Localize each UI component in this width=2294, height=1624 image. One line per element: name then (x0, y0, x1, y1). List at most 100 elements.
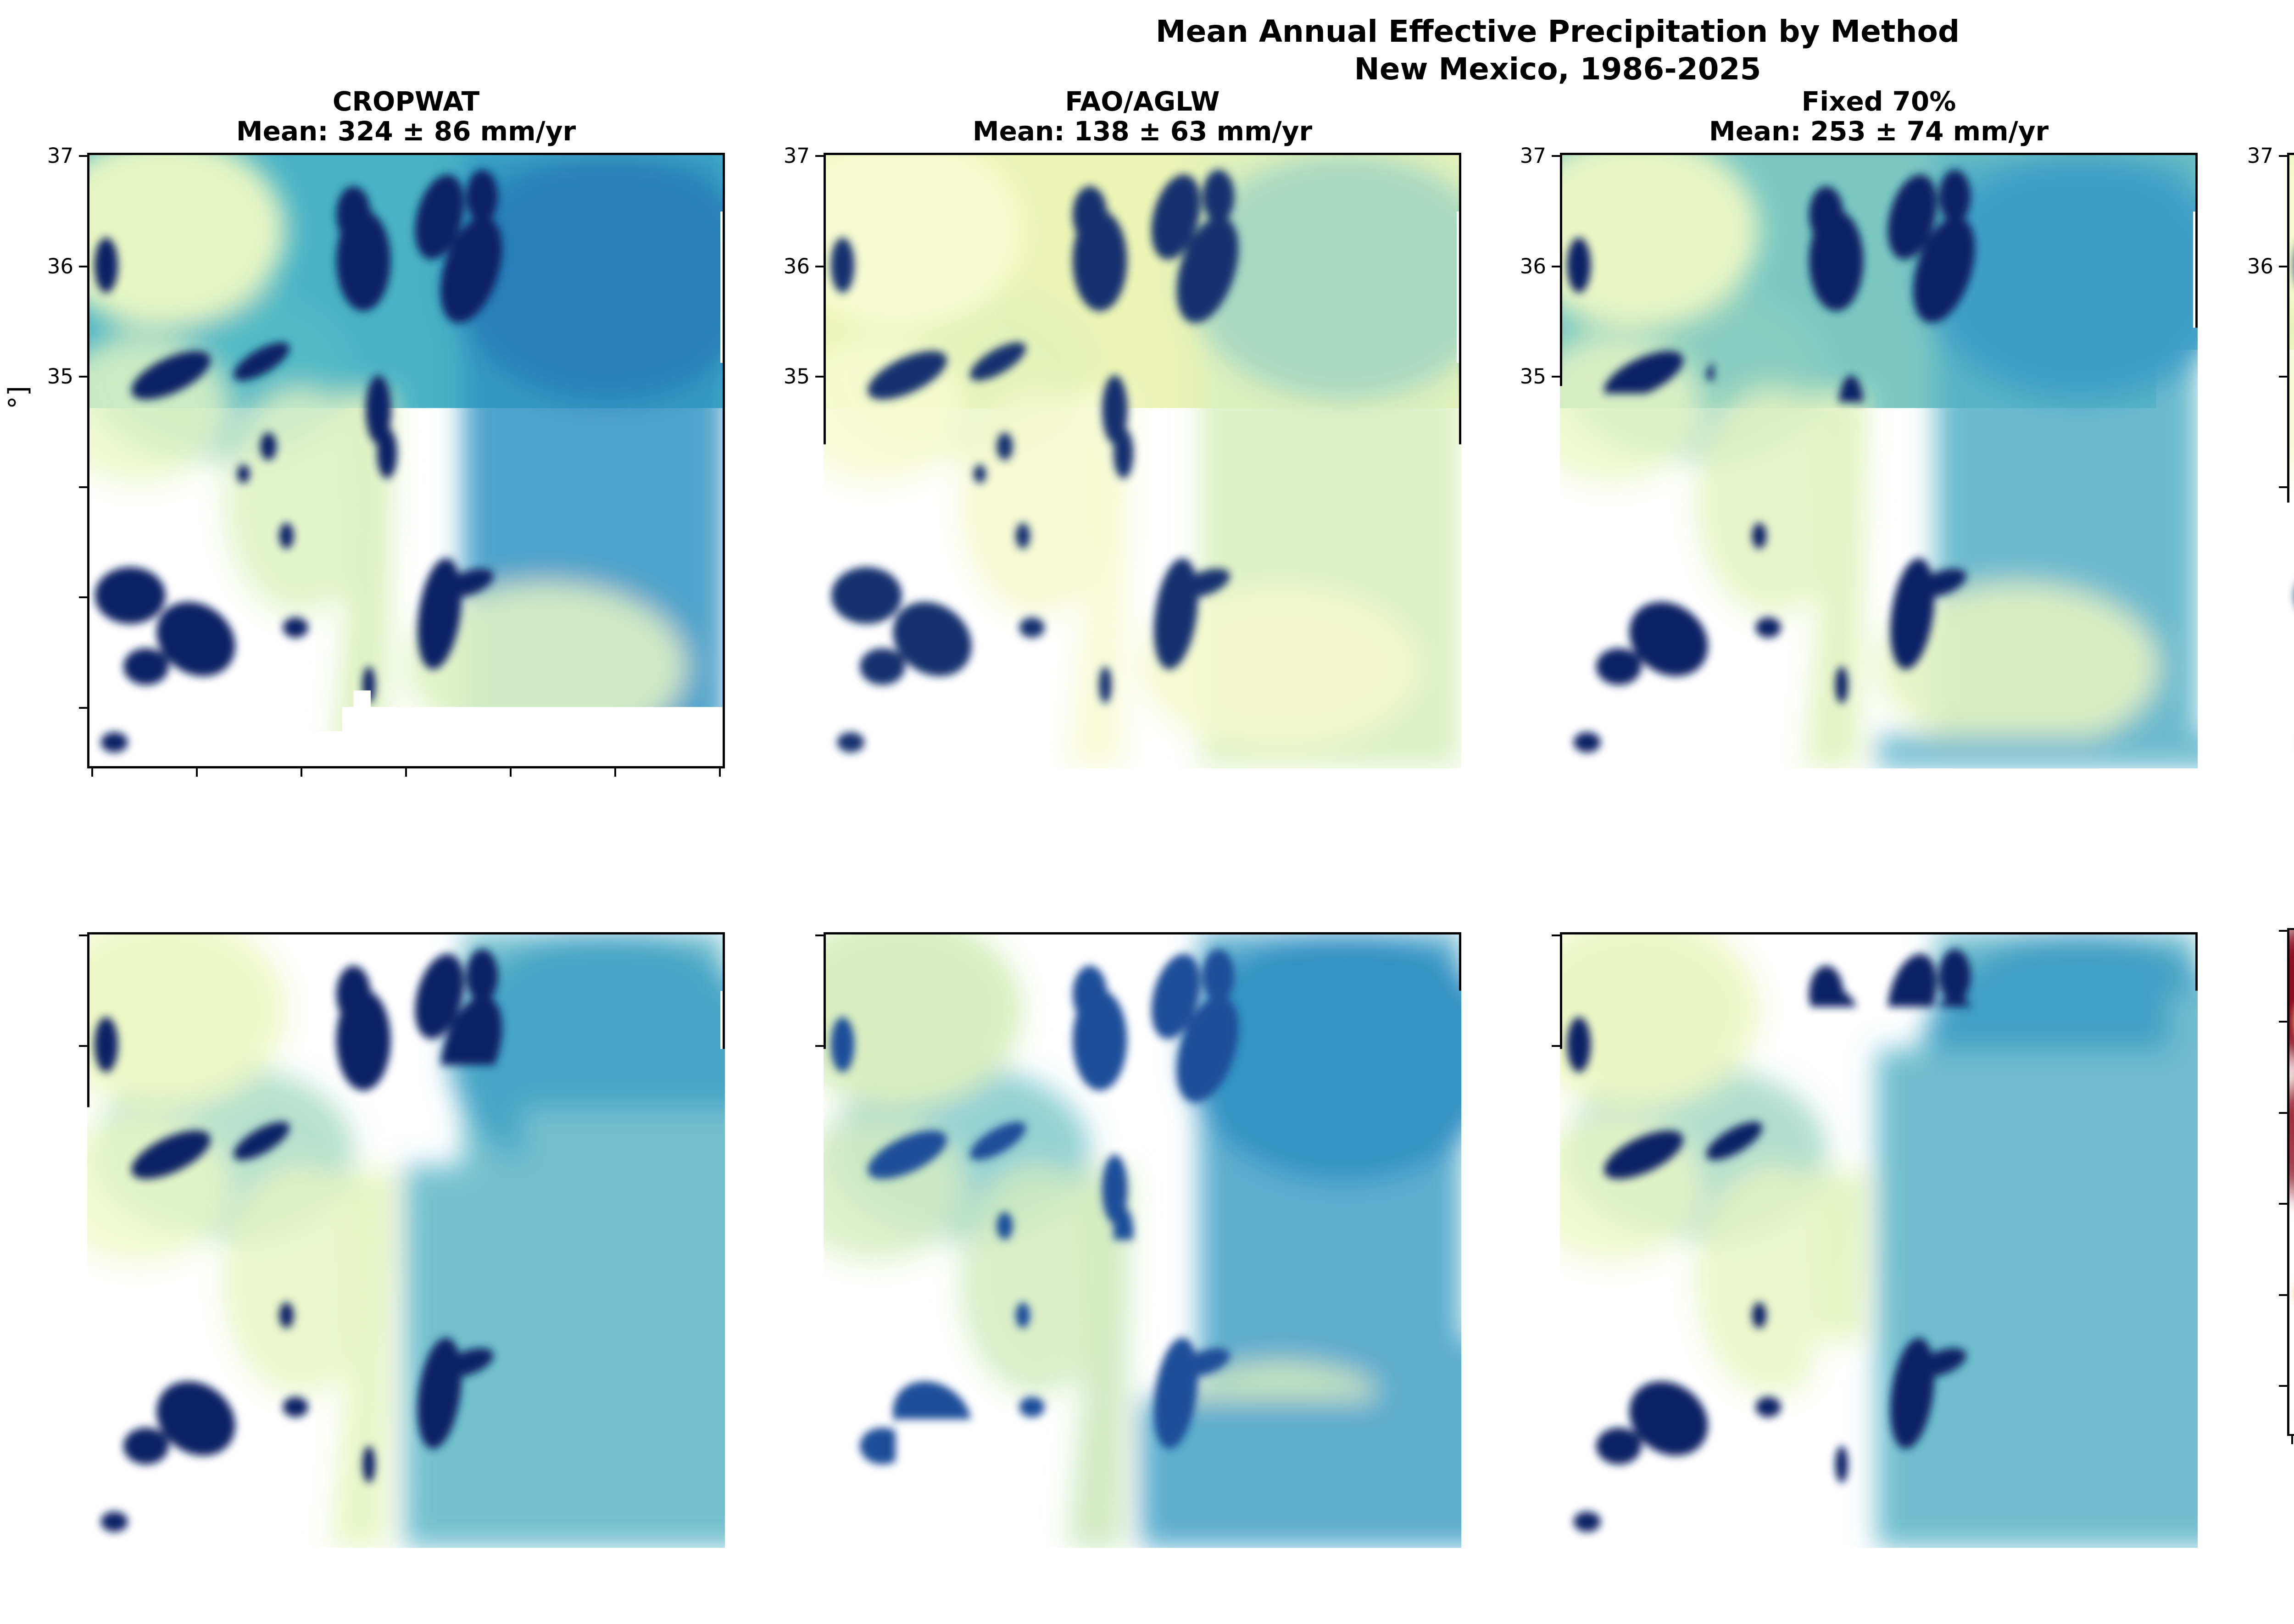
y-tick-mark (2279, 930, 2287, 932)
y-tick-label: 36 (2247, 256, 2273, 278)
y-tick-mark (79, 1486, 87, 1488)
y-tick-mark (79, 155, 87, 157)
x-tick-mark (301, 1548, 302, 1556)
y-tick-label: 34 (47, 476, 73, 498)
y-tick-mark (2279, 1385, 2287, 1387)
x-tick-mark (405, 1548, 407, 1556)
y-tick-mark (2279, 486, 2287, 488)
x-tick-mark (1564, 768, 1566, 777)
y-tick-label: 35 (47, 366, 73, 388)
x-tick-mark (719, 1548, 721, 1556)
x-tick-label: −104 (2060, 1561, 2116, 1583)
x-tick-label: −108 (1641, 1561, 1698, 1583)
x-tick-mark (405, 768, 407, 777)
y-tick-mark (1552, 596, 1560, 598)
x-tick-label: −104 (587, 1561, 644, 1583)
x-tick-mark (1037, 768, 1039, 777)
x-tick-mark (614, 1548, 616, 1556)
x-tick-mark (614, 768, 616, 777)
y-tick-label: 33 (2247, 586, 2273, 608)
x-tick-mark (1455, 768, 1457, 777)
figure-canvas: Mean Annual Effective Precipitation by M… (0, 0, 2294, 1624)
y-tick-label: 33 (784, 1366, 810, 1388)
y-tick-label: 35 (1520, 1145, 1546, 1167)
y-tick-mark (1552, 934, 1560, 936)
y-tick-label: 34 (47, 1256, 73, 1278)
x-tick-mark (1669, 768, 1670, 777)
y-tick-label: 37 (784, 145, 810, 167)
x-tick-label: −103 (691, 1561, 748, 1583)
panel-title-block: FAO/AGLW Mean: 138 ± 63 mm/yr (973, 87, 1312, 146)
x-tick-mark (196, 1548, 198, 1556)
y-tick-label: 36 (784, 256, 810, 278)
panel-title-block: CROPWAT Mean: 324 ± 86 mm/yr (236, 87, 576, 146)
y-tick-label: 36 (47, 256, 73, 278)
panel-title: FarmWest (236, 866, 576, 896)
y-tick-label: 33 (47, 586, 73, 608)
x-tick-mark (2087, 768, 2089, 777)
x-tick-label: −106 (1114, 1561, 1171, 1583)
y-tick-mark (79, 1266, 87, 1268)
y-tick-mark (1552, 1266, 1560, 1268)
new-mexico-map-cv (2287, 928, 2294, 1436)
x-tick-label: −106 (1114, 781, 1171, 803)
panel-subtitle: Mean: 253 ± 74 mm/yr (1709, 117, 2049, 146)
x-tick-label: −105 (482, 781, 539, 803)
x-tick-label: −109 (64, 1561, 121, 1583)
panel-subtitle: Mean: 233 ± 77 mm/yr (236, 896, 576, 926)
panel-subtitle: Mean: 226 ± 71 mm/yr (1709, 896, 2049, 926)
x-tick-label: −104 (1323, 781, 1380, 803)
x-tick-label: −108 (168, 781, 225, 803)
x-axis-label: Longitude [°] (320, 812, 492, 843)
x-axis-label: Longitude [°] (1057, 1592, 1229, 1622)
y-tick-label: 37 (784, 924, 810, 946)
y-tick-label: 37 (2247, 920, 2273, 942)
y-tick-mark (815, 707, 824, 709)
x-tick-mark (1246, 768, 1248, 777)
x-tick-label: −107 (1009, 1561, 1066, 1583)
x-tick-mark (719, 768, 721, 777)
y-tick-mark (815, 1376, 824, 1378)
y-tick-label: 35 (1520, 366, 1546, 388)
x-tick-mark (510, 1548, 512, 1556)
x-tick-label: −108 (1641, 781, 1698, 803)
x-tick-label: −109 (1537, 781, 1594, 803)
panel-title-block: Fixed 70% Mean: 253 ± 74 mm/yr (1709, 87, 2049, 146)
x-tick-mark (1878, 768, 1880, 777)
map-panel-usda-scs: USDA-SCS Mean: 261 ± 67 mm/yr 37 36 35 34 33… (824, 932, 1461, 1548)
y-tick-mark (2279, 1112, 2287, 1114)
x-tick-label: −107 (273, 1561, 330, 1583)
x-tick-mark (828, 768, 830, 777)
x-tick-mark (1878, 1548, 1880, 1556)
y-tick-mark (2279, 707, 2287, 709)
x-tick-mark (1351, 768, 1353, 777)
y-tick-mark (79, 266, 87, 267)
x-tick-label: −105 (1955, 781, 2012, 803)
y-tick-mark (2279, 1294, 2287, 1296)
y-axis-label: Latitude [°] (3, 386, 33, 535)
y-tick-label: 35 (2247, 366, 2273, 388)
x-tick-label: −107 (1009, 781, 1066, 803)
x-tick-label: −103 (1428, 1561, 1485, 1583)
y-tick-mark (2279, 155, 2287, 157)
x-tick-label: −105 (1219, 781, 1275, 803)
panel-subtitle: Mean: 138 ± 63 mm/yr (973, 117, 1312, 146)
y-tick-mark (2279, 1203, 2287, 1205)
figure-title-line1: Mean Annual Effective Precipitation by M… (1156, 13, 1960, 50)
y-tick-mark (815, 934, 824, 936)
x-tick-mark (2192, 768, 2194, 777)
x-tick-label: −107 (1746, 1561, 1803, 1583)
y-tick-mark (79, 1155, 87, 1157)
y-tick-mark (1552, 486, 1560, 488)
x-tick-label: −105 (1955, 1561, 2012, 1583)
y-tick-mark (815, 1045, 824, 1047)
x-tick-mark (2291, 768, 2293, 777)
y-tick-label: 34 (784, 476, 810, 498)
panel-title: USDA-SCS (973, 866, 1312, 896)
figure-title: Mean Annual Effective Precipitation by M… (1156, 13, 1960, 88)
x-tick-label: −104 (2060, 781, 2116, 803)
y-tick-mark (2279, 596, 2287, 598)
y-tick-mark (2279, 1021, 2287, 1023)
y-tick-mark (1552, 376, 1560, 378)
y-tick-label: 33 (2247, 1284, 2273, 1306)
